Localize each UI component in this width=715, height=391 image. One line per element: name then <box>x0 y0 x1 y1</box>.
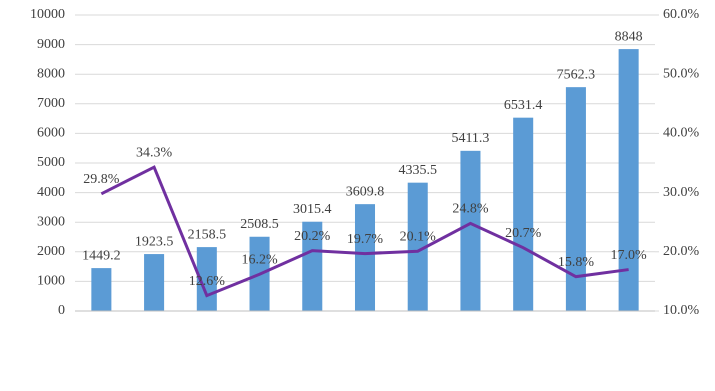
line-value-label: 16.2% <box>241 253 278 268</box>
bar-value-label: 5411.3 <box>451 131 489 146</box>
bar-value-label: 7562.3 <box>557 67 596 82</box>
bar-value-label: 2508.5 <box>240 217 279 232</box>
bar <box>618 49 639 311</box>
line-value-label: 19.7% <box>347 232 384 247</box>
bar-value-label: 8848 <box>615 29 643 44</box>
bar-value-label: 2158.5 <box>188 227 227 242</box>
y2-tick-label: 20.0% <box>663 244 700 259</box>
line-value-label: 34.3% <box>136 145 173 160</box>
line-value-label: 15.8% <box>558 255 595 270</box>
growth-line <box>100 165 629 298</box>
bar-value-label: 3015.4 <box>293 202 332 217</box>
bar <box>460 150 481 311</box>
bar <box>565 87 586 312</box>
bar-value-label: 3609.8 <box>346 184 385 199</box>
bar-value-label: 6531.4 <box>504 98 543 113</box>
line-value-label: 29.8% <box>83 172 120 187</box>
y-tick-label: 8000 <box>37 66 65 81</box>
bar <box>91 268 112 311</box>
y2-tick-label: 30.0% <box>663 185 700 200</box>
bar <box>407 182 428 311</box>
line-value-label: 24.8% <box>452 202 489 217</box>
y-tick-label: 6000 <box>37 126 65 141</box>
y-tick-label: 7000 <box>37 96 65 111</box>
bar <box>513 117 534 311</box>
line-value-label: 20.7% <box>505 226 542 241</box>
y-tick-label: 4000 <box>37 185 65 200</box>
line-value-label: 12.6% <box>189 274 226 289</box>
bar <box>302 221 323 311</box>
line-value-label: 17.0% <box>611 248 648 263</box>
line-value-label: 20.2% <box>294 229 331 244</box>
y-tick-label: 2000 <box>37 244 65 259</box>
y2-tick-label: 40.0% <box>663 126 700 141</box>
y-tick-label: 3000 <box>37 214 65 229</box>
bar-value-label: 4335.5 <box>398 163 437 178</box>
y-tick-label: 1000 <box>37 274 65 289</box>
bar-value-label: 1923.5 <box>135 234 174 249</box>
y2-tick-label: 10.0% <box>663 303 700 318</box>
y-tick-label: 5000 <box>37 155 65 170</box>
y2-tick-label: 50.0% <box>663 66 700 81</box>
y-tick-label: 0 <box>58 303 65 318</box>
bar <box>144 254 165 311</box>
y-tick-label: 10000 <box>30 7 65 22</box>
bar <box>354 204 376 311</box>
line-value-label: 20.1% <box>400 229 437 244</box>
y2-tick-label: 60.0% <box>663 7 700 22</box>
bar-value-label: 1449.2 <box>82 248 121 263</box>
y-tick-label: 9000 <box>37 37 65 52</box>
